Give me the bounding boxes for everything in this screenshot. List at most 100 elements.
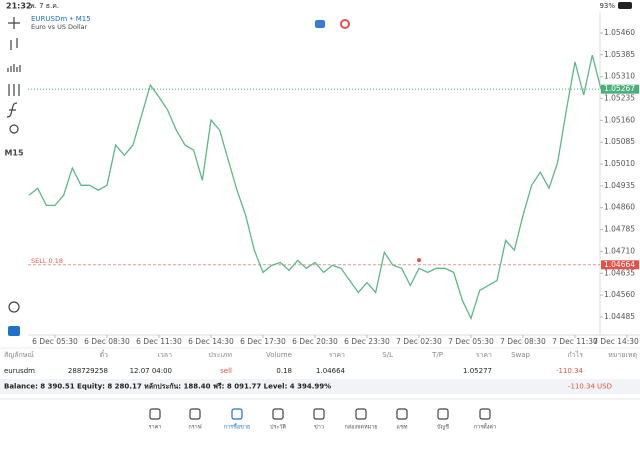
candles-tool[interactable] <box>10 38 18 50</box>
nav-icon <box>313 408 325 420</box>
status-date: พ. 7 ธ.ค. <box>30 2 59 10</box>
y-tick-label: 1.04485 <box>604 312 635 321</box>
cell: sell <box>220 367 232 375</box>
nav-icon <box>437 408 449 420</box>
nav-item[interactable]: บัญชี <box>437 408 449 431</box>
nav-icon <box>189 408 201 420</box>
bottom-nav: ราคา กราฟ การซื้อขาย ประวัติ ข่าว กล่องจดหมาย… <box>0 398 640 431</box>
header: กำไร <box>568 350 584 359</box>
status-time: 21:32 <box>6 2 31 11</box>
header: ราคา <box>329 351 345 359</box>
y-tick-label: 1.05010 <box>604 159 635 168</box>
header: หมายเหตุ <box>608 351 637 359</box>
nav-item[interactable]: การตั้งค่า <box>474 408 496 431</box>
nav-item[interactable]: ข่าว <box>313 408 325 431</box>
status-battery: 93% <box>599 2 615 10</box>
header: ประเภท <box>208 351 232 359</box>
order-price-tag <box>601 260 639 270</box>
nav-item[interactable]: กราฟ <box>188 408 202 431</box>
y-tick-label: 1.05460 <box>604 28 635 37</box>
trade-marker <box>417 258 421 263</box>
y-tick-label: 1.05385 <box>604 50 635 59</box>
chart-symbol[interactable]: EURUSDm • M15 <box>31 15 91 23</box>
nav-icon <box>149 408 161 420</box>
header: T/P <box>431 351 443 359</box>
price-line <box>28 54 602 321</box>
zoom-tool[interactable] <box>8 301 20 313</box>
nav-label: การตั้งค่า <box>474 423 496 431</box>
nav-label: บัญชี <box>437 424 449 431</box>
x-tick-label: 6 Dec 20:30 <box>292 337 338 346</box>
nav-item[interactable]: ราคา <box>149 408 162 431</box>
order-price-label: 1.04664 <box>604 260 635 269</box>
x-tick-label: 7 Dec 02:30 <box>396 337 442 346</box>
current-price-tag <box>601 84 639 94</box>
position-row[interactable]: eurusdm 288729258 12.07 04:00 sell 0.18 … <box>4 367 584 375</box>
cell: 0.18 <box>276 367 292 375</box>
nav-icon <box>396 408 408 420</box>
order-line-text[interactable]: SELL 0.18 <box>31 257 63 265</box>
battery-icon <box>618 2 632 9</box>
nav-item[interactable]: แชท <box>396 408 408 431</box>
y-tick-label: 1.04560 <box>604 290 635 299</box>
header: S/L <box>382 351 393 359</box>
settings-tool[interactable] <box>8 84 20 96</box>
nav-label: ข่าว <box>314 425 324 431</box>
header: Volume <box>266 351 292 359</box>
nav-icon <box>272 408 284 420</box>
x-tick-label: 6 Dec 11:30 <box>136 337 182 346</box>
nav-icon <box>231 408 243 420</box>
cell: 12.07 04:00 <box>130 367 172 375</box>
nav-label: แชท <box>397 424 408 431</box>
nav-label: การซื้อขาย <box>224 423 250 431</box>
cell: -110.34 <box>556 367 584 375</box>
y-tick-label: 1.04860 <box>604 203 635 212</box>
cell: 1.04664 <box>316 367 345 375</box>
x-tick-label: 7 Dec 14:30 <box>593 337 639 346</box>
nav-item[interactable]: กล่องจดหมาย <box>344 408 378 431</box>
positions-table: สัญลักษณ์ ตั๋ว เวลา ประเภท Volume ราคา S… <box>0 347 640 394</box>
x-tick-label: 7 Dec 05:30 <box>448 337 494 346</box>
trade-tool[interactable] <box>8 326 20 336</box>
nav-label: กราฟ <box>188 424 201 431</box>
cell: 288729258 <box>68 367 108 375</box>
y-tick-label: 1.05235 <box>604 94 635 103</box>
x-tick-label: 6 Dec 14:30 <box>188 337 234 346</box>
nav-item[interactable]: การซื้อขาย <box>224 408 250 431</box>
x-tick-label: 7 Dec 11:30 <box>552 337 598 346</box>
nav-label: ราคา <box>149 425 162 431</box>
y-tick-label: 1.04785 <box>604 225 635 234</box>
cell: eurusdm <box>4 367 35 375</box>
nav-icon <box>355 408 367 420</box>
x-tick-label: 6 Dec 05:30 <box>32 337 78 346</box>
nav-item[interactable]: ประวัติ <box>270 408 286 431</box>
header: ตั๋ว <box>100 350 109 359</box>
y-tick-label: 1.04635 <box>604 268 635 277</box>
cell: 1.05277 <box>463 367 492 375</box>
chart-icon[interactable] <box>340 19 350 29</box>
header: ราคา <box>476 351 492 359</box>
y-tick-label: 1.05310 <box>604 72 635 81</box>
account-summary: Balance: 8 390.51 Equity: 8 280.17 หลักป… <box>4 383 331 391</box>
x-tick-label: 6 Dec 17:30 <box>240 337 286 346</box>
chart: EURUSDm • M15 Euro vs US Dollar 1.05460 1… <box>28 12 640 346</box>
x-tick-label: 6 Dec 23:30 <box>344 337 390 346</box>
y-tick-label: 1.05085 <box>604 137 635 146</box>
objects-tool[interactable] <box>9 124 19 134</box>
current-price-label: 1.05267 <box>604 84 635 93</box>
account-profit: -110.34 <box>568 383 596 391</box>
y-tick-label: 1.04935 <box>604 181 635 190</box>
nav-label: ประวัติ <box>270 424 286 431</box>
one-click-icon[interactable] <box>315 20 325 28</box>
x-tick-label: 6 Dec 08:30 <box>84 337 130 346</box>
y-tick-label: 1.04710 <box>604 246 635 255</box>
timeframe[interactable]: M15 <box>4 149 24 158</box>
indicator-tool[interactable] <box>7 64 21 72</box>
left-toolbar: M15 <box>4 17 24 336</box>
crosshair-tool[interactable] <box>8 17 20 29</box>
nav-icon <box>479 408 491 420</box>
y-tick-label: 1.05160 <box>604 115 635 124</box>
account-currency: USD <box>597 383 612 391</box>
function-tool[interactable] <box>6 102 18 118</box>
